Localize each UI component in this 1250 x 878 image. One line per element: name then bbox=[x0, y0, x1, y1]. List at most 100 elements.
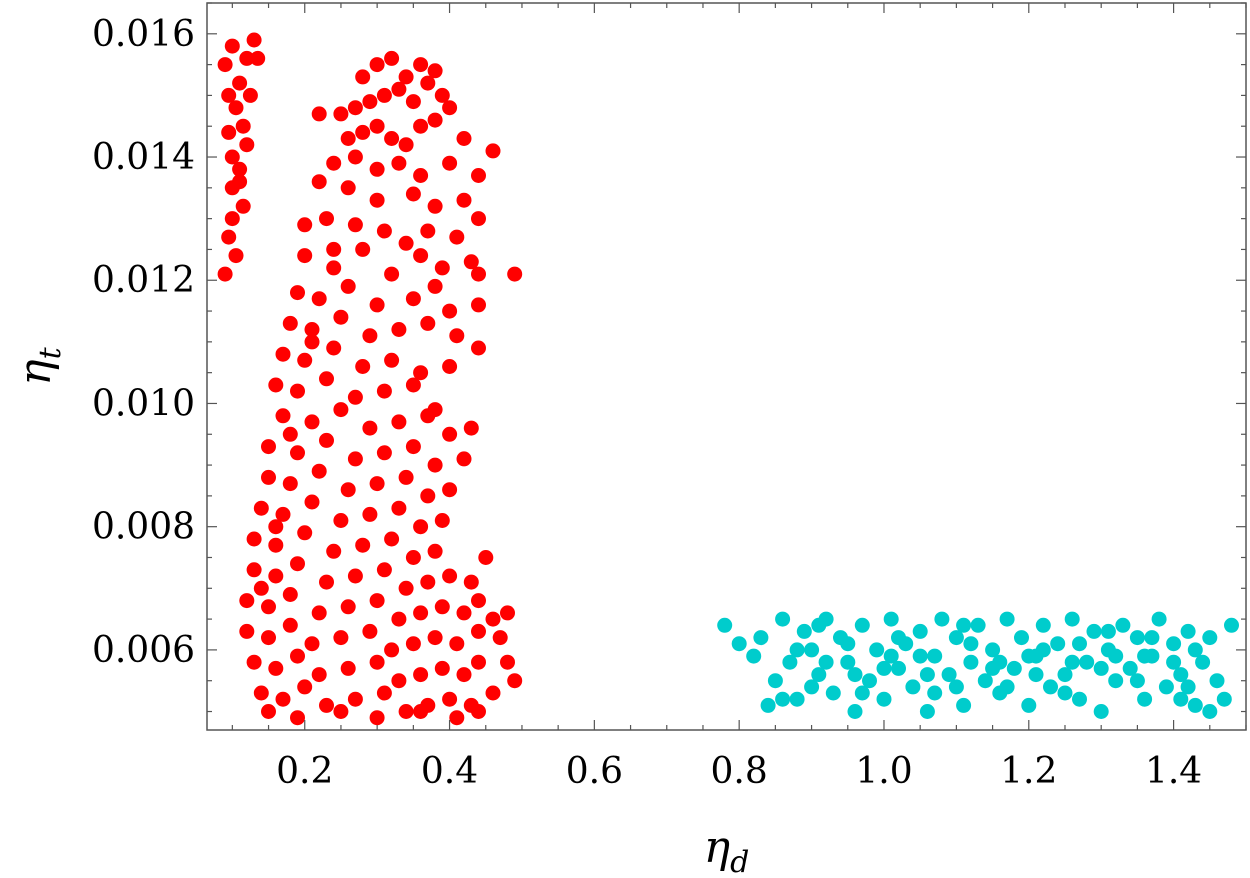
series-2-point bbox=[717, 617, 733, 633]
series-2-point bbox=[927, 648, 943, 664]
series-1-point bbox=[250, 50, 266, 66]
series-2-point bbox=[854, 617, 870, 633]
series-1-point bbox=[239, 137, 255, 153]
series-1-point bbox=[311, 463, 327, 479]
series-1-point bbox=[326, 543, 342, 559]
series-1-point bbox=[471, 168, 486, 183]
series-1-point bbox=[221, 124, 237, 140]
series-1-point bbox=[319, 371, 334, 387]
series-1-point bbox=[413, 704, 429, 719]
series-1-point bbox=[413, 605, 429, 621]
series-1-point bbox=[304, 322, 320, 337]
series-2-point bbox=[753, 630, 769, 646]
series-1-point bbox=[434, 513, 450, 528]
series-1-point bbox=[246, 32, 262, 48]
series-1-point bbox=[405, 186, 421, 202]
series-2-point bbox=[775, 691, 791, 707]
series-1-point bbox=[333, 402, 349, 418]
series-1-point bbox=[319, 574, 334, 590]
series-2-point bbox=[731, 636, 747, 652]
series-2-point bbox=[789, 642, 805, 658]
series-1-point bbox=[442, 359, 458, 374]
series-1-point bbox=[456, 605, 472, 621]
data-points bbox=[217, 32, 1239, 726]
series-1-point bbox=[391, 81, 407, 97]
series-2-point bbox=[956, 697, 972, 713]
series-2-point bbox=[963, 654, 979, 670]
series-1-point bbox=[471, 266, 486, 282]
series-2-point bbox=[811, 617, 827, 633]
series-1-point bbox=[449, 328, 465, 344]
series-1-point bbox=[376, 87, 392, 103]
series-2-point bbox=[891, 660, 906, 676]
series-2-point bbox=[782, 654, 798, 670]
series-2-point bbox=[1202, 704, 1218, 719]
series-2-point bbox=[760, 697, 776, 713]
series-1-point bbox=[485, 611, 501, 627]
series-1-point bbox=[413, 168, 429, 183]
series-1-point bbox=[384, 266, 400, 282]
series-1-point bbox=[420, 574, 436, 590]
series-2-point bbox=[1115, 617, 1131, 633]
series-1-point bbox=[311, 174, 327, 190]
series-2-point bbox=[977, 673, 993, 689]
series-1-point bbox=[369, 118, 385, 134]
series-2-point bbox=[948, 679, 964, 695]
series-2-point bbox=[804, 679, 820, 695]
series-2-point bbox=[1006, 660, 1022, 676]
series-1-point bbox=[282, 315, 298, 331]
series-1-point bbox=[384, 531, 400, 547]
series-1-point bbox=[268, 377, 284, 393]
series-1-point bbox=[355, 359, 371, 374]
series-1-point bbox=[290, 710, 305, 726]
series-1-point bbox=[434, 260, 450, 276]
series-1-point bbox=[384, 642, 400, 658]
x-tick-label: 0.2 bbox=[276, 751, 333, 792]
series-1-point bbox=[304, 494, 320, 510]
series-1-point bbox=[362, 420, 378, 436]
series-1-point bbox=[376, 685, 392, 701]
series-1-point bbox=[420, 488, 436, 504]
series-2-point bbox=[1043, 679, 1058, 695]
series-1-point bbox=[384, 50, 400, 66]
series-1-point bbox=[427, 630, 443, 646]
series-1-point bbox=[235, 118, 251, 134]
series-1-point bbox=[369, 297, 385, 313]
series-1-point bbox=[275, 346, 291, 362]
series-1-point bbox=[471, 211, 486, 227]
series-2-point bbox=[1035, 617, 1051, 633]
y-tick-label: 0.014 bbox=[92, 137, 195, 178]
series-1-point bbox=[326, 241, 342, 257]
series-1-point bbox=[471, 654, 486, 670]
series-1-point bbox=[224, 38, 240, 54]
series-2-point bbox=[1129, 630, 1145, 646]
series-2-point bbox=[746, 648, 762, 664]
series-1-point bbox=[500, 654, 515, 670]
series-2-point bbox=[1021, 648, 1037, 664]
x-tick-label: 1.4 bbox=[1145, 751, 1202, 792]
series-1-point bbox=[221, 229, 237, 245]
series-1-point bbox=[261, 599, 276, 615]
series-1-point bbox=[369, 710, 385, 726]
series-2-point bbox=[804, 642, 820, 658]
y-tick-label: 0.010 bbox=[92, 383, 195, 424]
series-1-point bbox=[413, 118, 429, 134]
series-2-point bbox=[1093, 704, 1109, 719]
series-1-point bbox=[253, 500, 269, 516]
series-1-point bbox=[311, 106, 327, 122]
series-1-point bbox=[268, 519, 284, 535]
series-2-point bbox=[1086, 623, 1102, 639]
series-1-point bbox=[297, 248, 313, 264]
series-1-point bbox=[347, 691, 363, 707]
series-1-point bbox=[456, 131, 472, 146]
series-1-point bbox=[261, 704, 276, 719]
series-1-point bbox=[391, 611, 407, 627]
series-1-point bbox=[242, 87, 258, 103]
series-1-point bbox=[391, 673, 407, 689]
series-1-point bbox=[456, 667, 472, 683]
series-2-point bbox=[1137, 648, 1153, 664]
series-1-point bbox=[319, 211, 334, 227]
series-1-point bbox=[333, 513, 349, 528]
series-2-point bbox=[854, 685, 870, 701]
series-1-point bbox=[405, 94, 421, 110]
